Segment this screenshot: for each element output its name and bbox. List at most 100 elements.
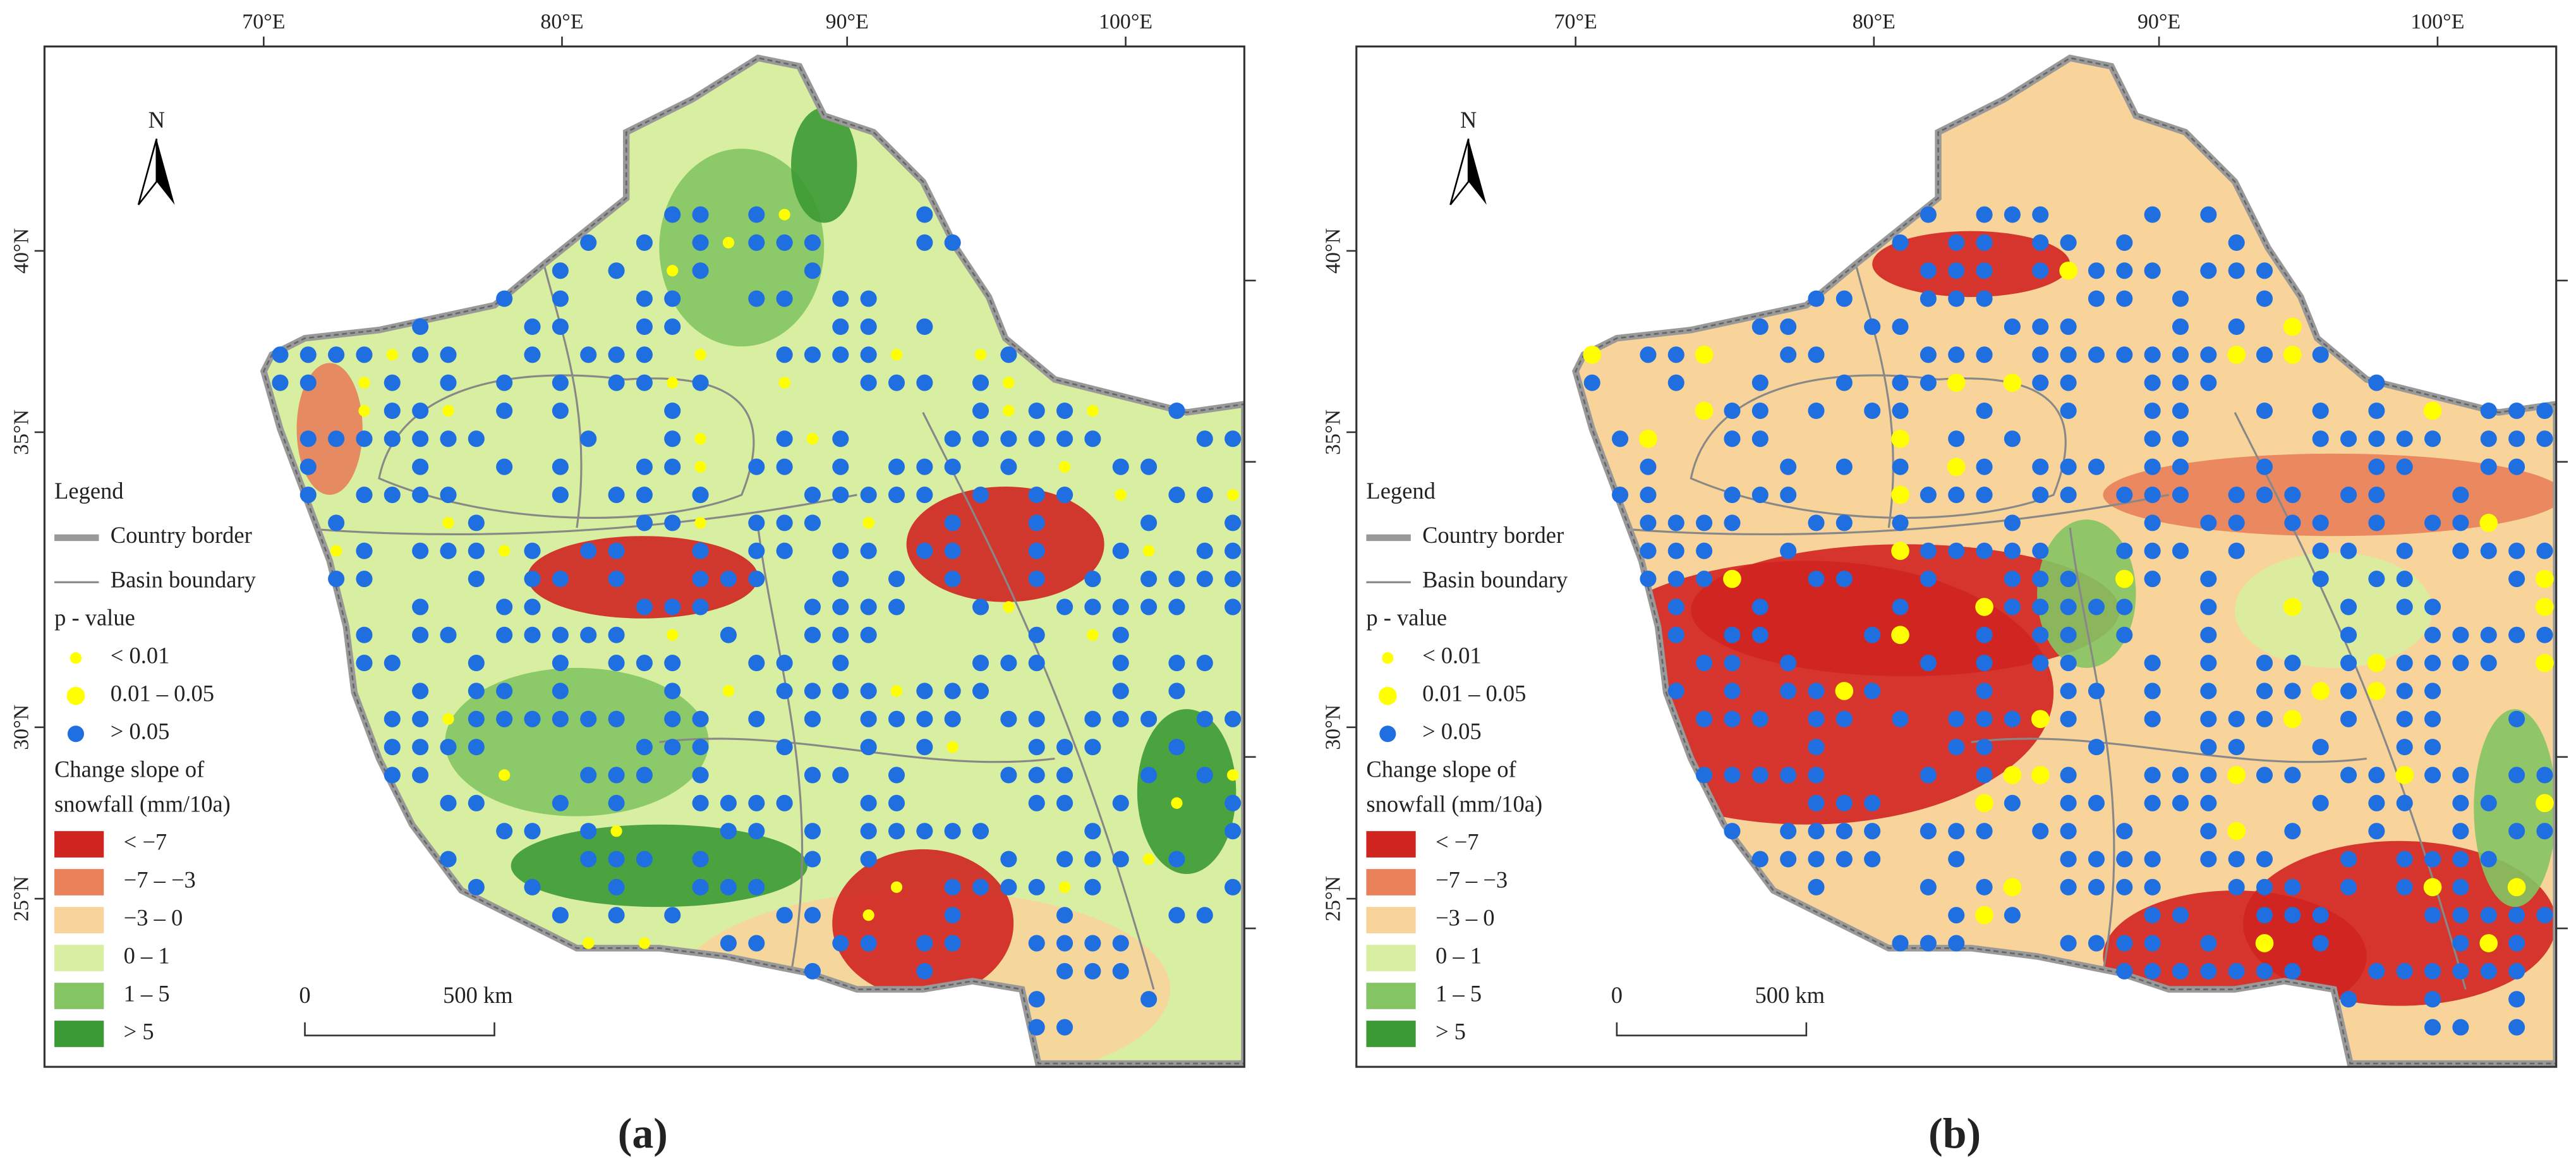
station-dot <box>1780 767 1797 784</box>
station-dot <box>440 374 457 391</box>
station-dot <box>1892 318 1909 336</box>
north-label: N <box>1460 107 1477 133</box>
station-dot <box>608 851 625 868</box>
station-dot <box>384 739 401 756</box>
station-dot <box>2060 234 2077 251</box>
station-dot <box>552 710 569 727</box>
station-dot <box>440 794 457 811</box>
station-dot <box>1976 206 1993 223</box>
station-dot <box>1976 767 1993 784</box>
station-dot <box>862 909 874 921</box>
station-dot <box>2200 739 2217 756</box>
station-dot <box>2368 402 2385 420</box>
station-dot <box>1808 767 1825 784</box>
legend-swatch <box>54 831 104 858</box>
station-dot <box>1976 626 1993 643</box>
station-dot <box>2424 598 2441 616</box>
station-dot <box>2312 542 2329 559</box>
station-dot <box>524 710 541 727</box>
station-dot <box>2060 458 2077 475</box>
station-dot <box>499 769 511 781</box>
station-dot <box>888 571 905 588</box>
station-dot <box>2340 710 2357 727</box>
snowfall-patch <box>511 824 808 907</box>
station-dot <box>1948 823 1965 840</box>
station-dot <box>636 767 653 784</box>
station-dot <box>1751 626 1769 643</box>
station-dot <box>2480 542 2497 559</box>
station-dot <box>832 626 849 643</box>
station-dot <box>1112 626 1129 643</box>
station-dot <box>2452 962 2469 980</box>
station-dot <box>748 878 765 895</box>
station-dot <box>1976 878 1993 895</box>
station-dot <box>356 626 373 643</box>
station-dot <box>2256 655 2273 672</box>
station-dot <box>2060 598 2077 616</box>
station-dot <box>692 710 709 727</box>
station-dot <box>692 794 709 811</box>
station-dot <box>1140 571 1158 588</box>
station-dot <box>1751 374 1769 391</box>
legend-swatch <box>54 983 104 1009</box>
station-dot <box>692 206 709 223</box>
station-dot <box>1667 514 1684 531</box>
station-dot <box>664 739 681 756</box>
station-dot <box>2227 766 2246 784</box>
station-dot <box>2536 430 2553 447</box>
station-dot <box>2368 962 2385 980</box>
station-dot <box>2508 907 2525 924</box>
station-dot <box>440 430 457 447</box>
station-dot <box>944 514 961 531</box>
station-dot <box>2172 962 2189 980</box>
station-dot <box>1724 683 1741 700</box>
station-dot <box>664 710 681 727</box>
station-dot <box>1140 598 1158 616</box>
station-dot <box>1864 683 1881 700</box>
station-dot <box>608 710 625 727</box>
station-dot <box>2032 626 2049 643</box>
legend-label: > 5 <box>124 1018 154 1044</box>
station-dot <box>2312 346 2329 363</box>
station-dot <box>748 206 765 223</box>
station-dot <box>440 346 457 363</box>
legend-swatch <box>1366 983 1416 1009</box>
station-dot <box>748 542 765 559</box>
station-dot <box>1196 430 1213 447</box>
station-dot <box>1835 514 1853 531</box>
legend-dot <box>70 652 82 664</box>
station-dot <box>1976 458 1993 475</box>
legend-label: < −7 <box>124 828 167 854</box>
station-dot <box>552 290 569 307</box>
station-dot <box>2536 598 2554 616</box>
snowfall-patch <box>2037 519 2136 668</box>
station-dot <box>1168 683 1185 700</box>
station-dot <box>2116 262 2133 279</box>
station-dot <box>664 402 681 420</box>
station-dot <box>1976 823 1993 840</box>
station-dot <box>804 767 821 784</box>
station-dot <box>1976 683 1993 700</box>
station-dot <box>832 598 849 616</box>
station-dot <box>1226 769 1239 781</box>
station-dot <box>776 290 793 307</box>
station-dot <box>1028 935 1045 952</box>
station-dot <box>720 823 737 840</box>
station-dot <box>524 626 541 643</box>
station-dot <box>804 823 821 840</box>
station-dot <box>1780 486 1797 504</box>
station-dot <box>1056 935 1073 952</box>
station-dot <box>2452 514 2469 531</box>
station-dot <box>860 683 877 700</box>
station-dot <box>972 402 989 420</box>
station-dot <box>1168 739 1185 756</box>
station-dot <box>2088 935 2105 952</box>
station-dot <box>2088 878 2105 895</box>
legend-title: snowfall (mm/10a) <box>1366 791 1542 816</box>
scale-label: 500 km <box>443 982 513 1008</box>
station-dot <box>496 823 513 840</box>
station-dot <box>720 935 737 952</box>
station-dot <box>2255 934 2274 952</box>
x-tick-label: 70°E <box>1554 10 1597 33</box>
station-dot <box>2200 206 2217 223</box>
